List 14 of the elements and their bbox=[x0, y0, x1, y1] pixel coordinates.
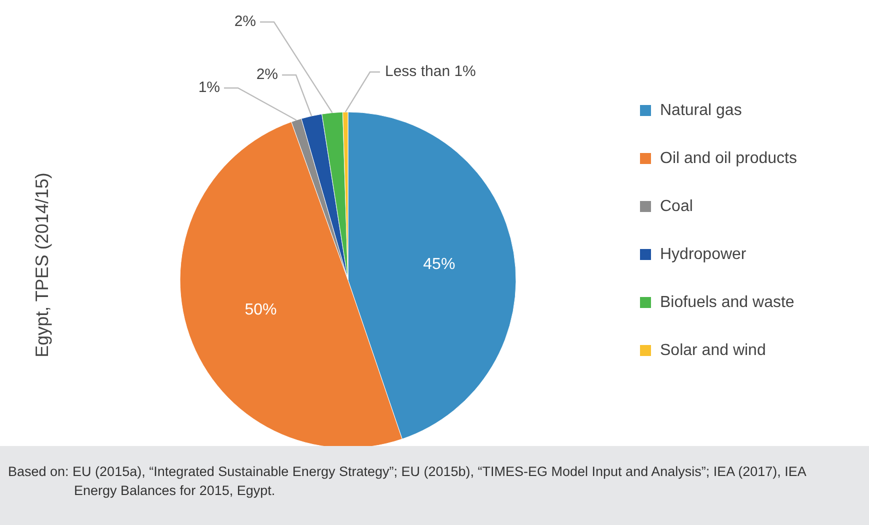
data-label: 2% bbox=[234, 12, 256, 30]
data-label: 50% bbox=[244, 302, 277, 319]
data-label: 1% bbox=[198, 78, 220, 96]
legend-label: Solar and wind bbox=[660, 342, 766, 360]
text: Egypt, TPES (2014/15) bbox=[32, 172, 52, 358]
text: Based on: EU (2015a), “Integrated Sustainable Energy Strategy”; EU (2015b), “TIMES-EG Model Input and Analysis”; IEA (2017), IEA Energy Balances for 2015, Egypt. bbox=[8, 463, 808, 500]
legend-label: Biofuels and waste bbox=[660, 294, 794, 312]
legend-label: Coal bbox=[660, 198, 693, 216]
data-label: 2% bbox=[256, 66, 278, 83]
data-label: Less than 1% bbox=[385, 62, 476, 80]
data-label: 45% bbox=[423, 256, 456, 274]
legend-label: Oil and oil products bbox=[660, 150, 797, 168]
legend-label: Natural gas bbox=[660, 102, 742, 120]
legend-label: Hydropower bbox=[660, 246, 747, 264]
